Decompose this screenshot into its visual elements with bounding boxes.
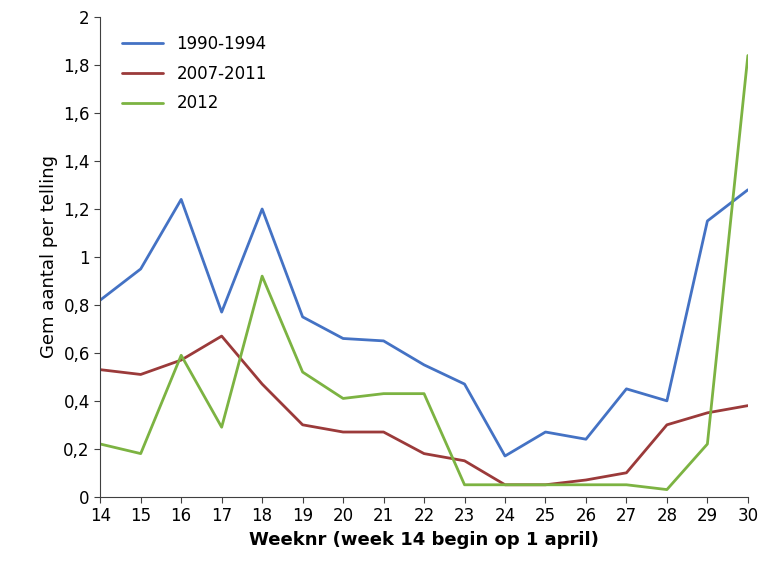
Legend: 1990-1994, 2007-2011, 2012: 1990-1994, 2007-2011, 2012 — [122, 35, 267, 112]
2007-2011 — [96, 366, 105, 373]
2007-2011 — [500, 481, 510, 488]
Y-axis label: Gem aantal per telling: Gem aantal per telling — [39, 155, 58, 359]
1990-1994 — [217, 309, 227, 316]
2007-2011 — [298, 421, 308, 428]
X-axis label: Weeknr (week 14 begin op 1 april): Weeknr (week 14 begin op 1 april) — [249, 530, 599, 549]
1990-1994 — [743, 186, 752, 193]
2007-2011 — [177, 357, 186, 364]
1990-1994 — [541, 429, 550, 436]
2012 — [541, 481, 550, 488]
1990-1994 — [96, 297, 105, 304]
2012 — [136, 450, 146, 457]
2007-2011 — [419, 450, 429, 457]
1990-1994 — [460, 381, 469, 388]
2012 — [743, 52, 752, 59]
2012 — [662, 486, 672, 493]
2007-2011 — [136, 371, 146, 378]
2007-2011 — [541, 481, 550, 488]
2007-2011 — [621, 469, 631, 476]
2012 — [338, 395, 348, 402]
1990-1994 — [258, 206, 267, 212]
2007-2011 — [743, 402, 752, 409]
1990-1994 — [500, 453, 510, 460]
1990-1994 — [379, 337, 389, 344]
2012 — [621, 481, 631, 488]
1990-1994 — [298, 313, 308, 320]
2012 — [177, 352, 186, 359]
2012 — [217, 424, 227, 431]
2007-2011 — [338, 429, 348, 436]
2012 — [379, 390, 389, 397]
2012 — [703, 441, 712, 448]
1990-1994 — [419, 361, 429, 368]
2007-2011 — [581, 477, 591, 484]
2007-2011 — [662, 421, 672, 428]
2007-2011 — [217, 333, 227, 340]
2012 — [298, 369, 308, 376]
1990-1994 — [703, 218, 712, 224]
2012 — [419, 390, 429, 397]
1990-1994 — [621, 385, 631, 392]
2007-2011 — [258, 381, 267, 388]
Line: 2007-2011: 2007-2011 — [100, 336, 748, 485]
1990-1994 — [136, 266, 146, 272]
1990-1994 — [177, 196, 186, 203]
2007-2011 — [379, 429, 389, 436]
2012 — [500, 481, 510, 488]
Line: 1990-1994: 1990-1994 — [100, 190, 748, 456]
Line: 2012: 2012 — [100, 55, 748, 489]
1990-1994 — [662, 397, 672, 404]
1990-1994 — [581, 436, 591, 443]
2012 — [96, 441, 105, 448]
2012 — [460, 481, 469, 488]
2007-2011 — [460, 457, 469, 464]
2012 — [581, 481, 591, 488]
2007-2011 — [703, 409, 712, 416]
1990-1994 — [338, 335, 348, 342]
2012 — [258, 273, 267, 280]
